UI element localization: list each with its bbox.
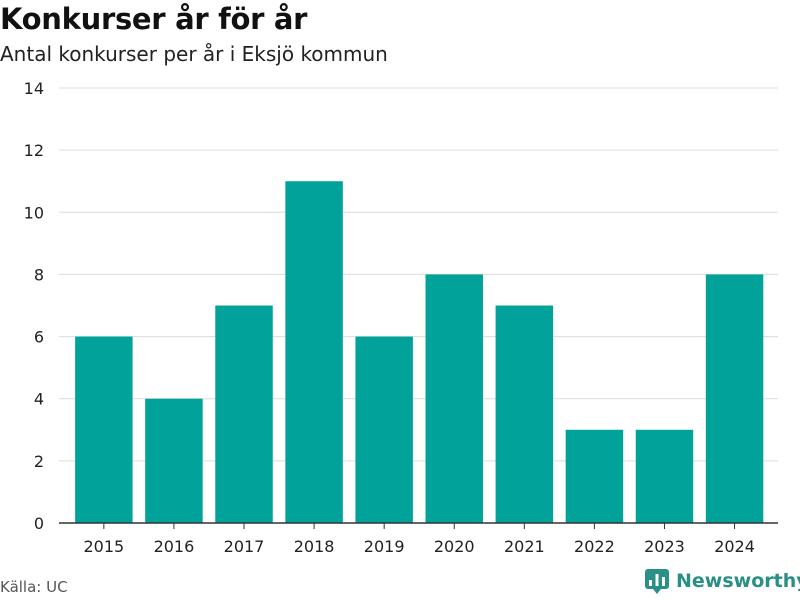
bar-2017	[215, 305, 273, 523]
x-tick-label: 2018	[294, 537, 335, 556]
x-tick-label: 2022	[574, 537, 615, 556]
bar-2024	[705, 274, 764, 523]
x-tick-label: 2024	[714, 537, 755, 556]
chart-subtitle: Antal konkurser per år i Eksjö kommun	[0, 42, 388, 66]
bar-2018	[285, 181, 343, 523]
bar-chart-logo-icon	[645, 569, 669, 594]
x-tick-label: 2020	[434, 537, 475, 556]
x-tick-label: 2017	[224, 537, 265, 556]
bar-2015	[75, 336, 133, 523]
x-tick-label: 2023	[644, 537, 685, 556]
bar-2020	[425, 274, 483, 523]
bars	[75, 181, 764, 523]
chart-title: Konkurser år för år	[0, 2, 308, 36]
y-tick-label: 14	[24, 79, 44, 98]
x-tick-label: 2019	[364, 537, 405, 556]
brand-logo: Newsworthy	[644, 568, 800, 594]
source-label: Källa: UC	[0, 578, 68, 596]
bar-2016	[145, 398, 203, 523]
y-axis-ticks: 0 2 4 6 8 10 12 14	[24, 79, 44, 533]
y-tick-label: 6	[34, 328, 44, 347]
x-tick-label: 2021	[504, 537, 545, 556]
y-tick-label: 0	[34, 514, 44, 533]
y-tick-label: 10	[24, 203, 44, 222]
y-tick-label: 4	[34, 390, 44, 409]
x-axis-ticks: 2015 2016 2017 2018 2019 2020 2021 2022 2023 2024	[83, 523, 755, 556]
y-tick-label: 2	[34, 452, 44, 471]
y-tick-label: 8	[34, 265, 44, 284]
x-tick-label: 2016	[154, 537, 195, 556]
bar-2021	[495, 305, 554, 523]
brand-name: Newsworthy	[676, 570, 800, 592]
y-tick-label: 12	[24, 141, 44, 160]
bar-2019	[355, 336, 413, 523]
bar-2023	[635, 429, 694, 523]
x-tick-label: 2015	[83, 537, 124, 556]
bar-2022	[565, 429, 624, 523]
